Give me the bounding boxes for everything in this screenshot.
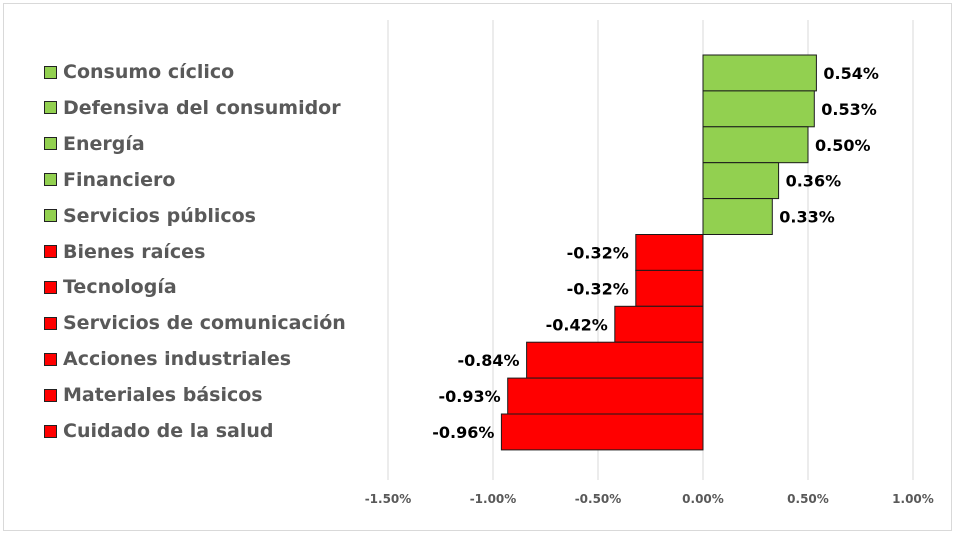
bar [702,90,815,128]
legend-swatch [44,65,57,79]
legend-item: Cuidado de la salud [44,413,274,449]
legend-swatch [44,137,57,151]
data-label: 0.33% [779,208,835,227]
legend-label: Energía [63,132,145,155]
legend-swatch [44,209,57,223]
legend-label: Financiero [63,168,176,191]
x-tick-label: -1.00% [470,492,517,506]
legend-item: Consumo cíclico [44,54,234,90]
bar [500,413,704,451]
bar [614,305,704,343]
x-tick-label: 1.00% [892,492,934,506]
bar [702,162,780,200]
data-label: -0.42% [546,315,608,334]
legend-label: Bienes raíces [63,240,206,263]
x-tick-label: -0.50% [575,492,622,506]
legend-swatch [44,245,57,258]
legend-item: Energía [44,126,145,162]
legend-label: Materiales básicos [63,384,263,407]
legend-label: Tecnología [63,276,177,299]
legend-item: Financiero [44,162,175,198]
data-label: -0.93% [439,387,501,406]
legend-item: Defensiva del consumidor [44,90,341,126]
legend-swatch [44,316,57,330]
bar [702,54,817,92]
x-tick-label: -1.50% [365,492,412,506]
data-label: -0.32% [567,243,629,262]
data-label: -0.96% [432,423,494,442]
legend-swatch [44,280,57,294]
data-label: 0.50% [815,136,871,155]
legend-swatch [44,424,57,438]
legend-label: Acciones industriales [63,348,292,371]
data-label: -0.32% [567,279,629,298]
data-label: -0.84% [457,351,519,370]
legend-label: Servicios de comunicación [63,312,346,335]
data-label: 0.54% [823,64,879,83]
legend-item: Tecnología [44,269,177,305]
legend-swatch [44,388,57,402]
legend-label: Cuidado de la salud [63,420,274,442]
data-label: 0.36% [786,172,842,191]
legend-item: Bienes raíces [44,234,205,270]
bar [507,377,704,415]
legend-item: Materiales básicos [44,377,263,413]
legend-item: Servicios de comunicación [44,305,346,341]
legend-swatch [44,173,57,187]
x-tick-label: 0.00% [682,492,724,506]
x-tick-label: 0.50% [787,492,829,506]
legend-label: Consumo cíclico [63,61,235,83]
legend-item: Servicios públicos [44,198,256,234]
legend-swatch [44,101,57,115]
data-label: 0.53% [821,100,877,119]
legend-label: Defensiva del consumidor [63,96,341,119]
bar [635,269,704,307]
bar [702,198,773,236]
bar [526,341,704,379]
legend-swatch [44,352,57,366]
bar [635,234,704,271]
legend-item: Acciones industriales [44,341,291,377]
bar [702,126,809,164]
legend-label: Servicios públicos [63,204,256,227]
